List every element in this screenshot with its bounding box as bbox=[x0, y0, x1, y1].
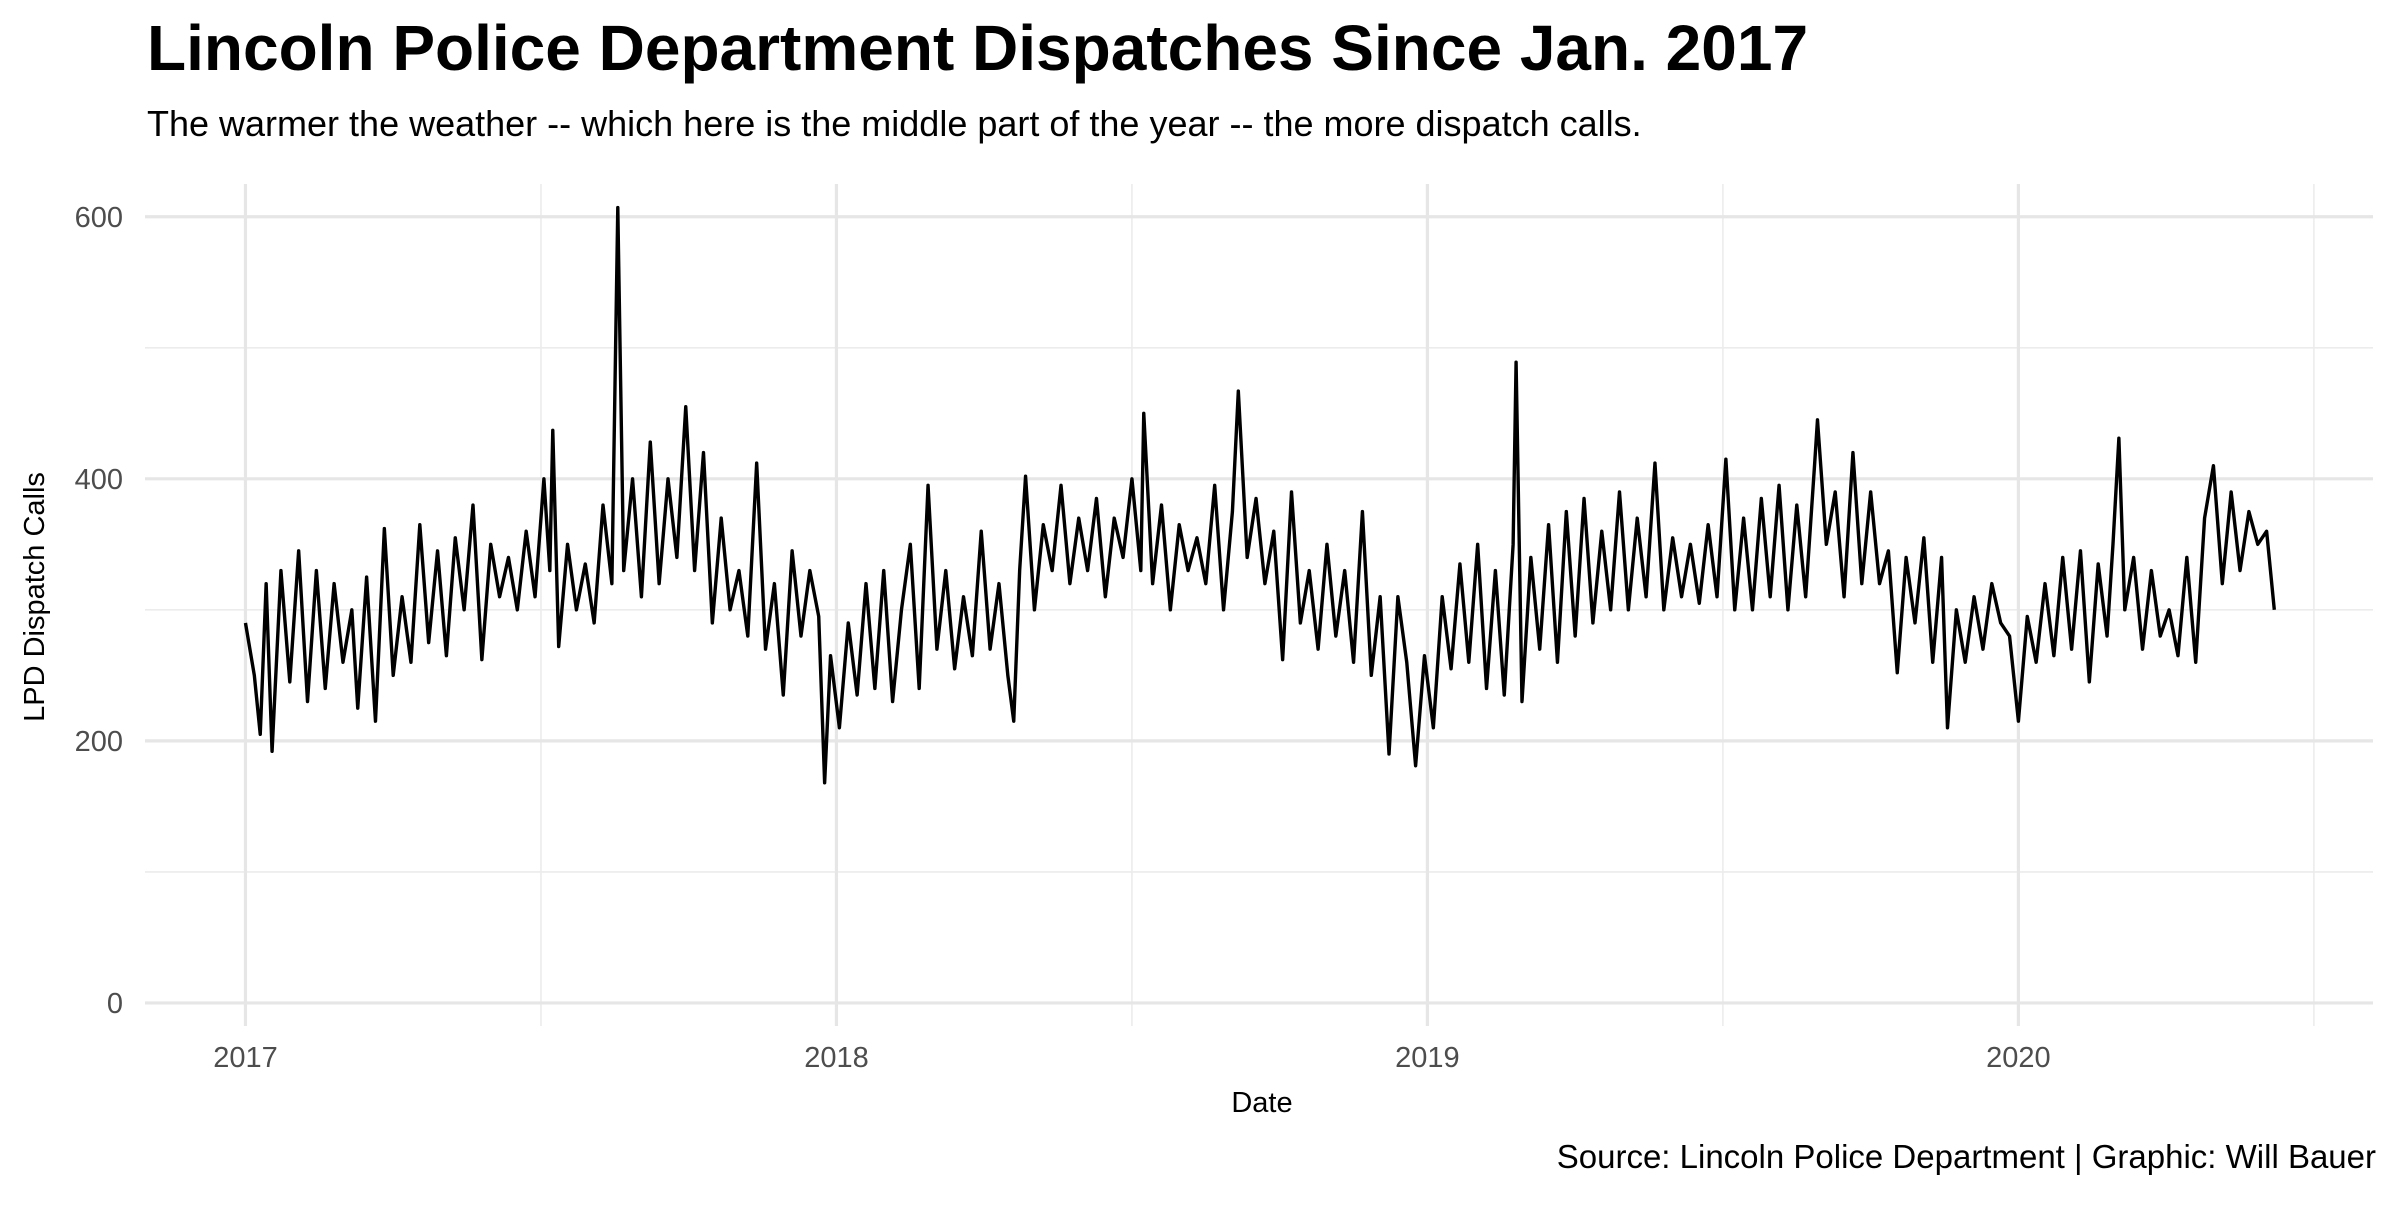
y-tick-label: 200 bbox=[75, 726, 123, 758]
y-axis-label: LPD Dispatch Calls bbox=[19, 472, 51, 722]
chart-title: Lincoln Police Department Dispatches Sin… bbox=[147, 12, 1808, 84]
x-axis-label: Date bbox=[1231, 1087, 1292, 1119]
plot-area bbox=[243, 205, 2277, 785]
chart-subtitle: The warmer the weather -- which here is … bbox=[147, 103, 1642, 144]
x-tick-label: 2018 bbox=[804, 1042, 869, 1074]
data-line bbox=[243, 205, 2277, 785]
x-tick-label: 2019 bbox=[1395, 1042, 1460, 1074]
x-tick-label: 2020 bbox=[1986, 1042, 2051, 1074]
x-tick-label: 2017 bbox=[213, 1042, 278, 1074]
y-tick-label: 600 bbox=[75, 202, 123, 234]
y-tick-label: 0 bbox=[107, 988, 123, 1020]
grid bbox=[145, 184, 2373, 1026]
y-tick-label: 400 bbox=[75, 464, 123, 496]
caption: Source: Lincoln Police Department | Grap… bbox=[1557, 1138, 2376, 1175]
